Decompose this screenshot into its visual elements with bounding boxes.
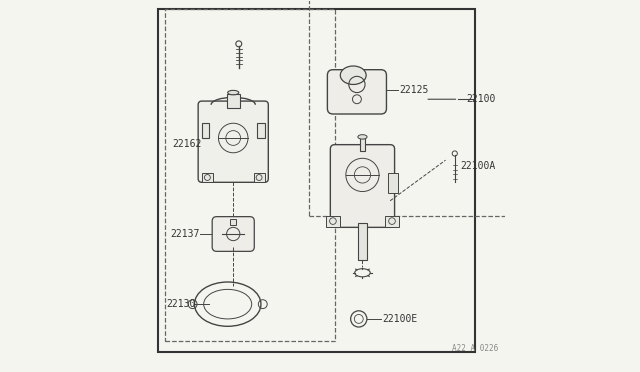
Bar <box>202 173 213 182</box>
Text: 22125: 22125 <box>399 85 429 95</box>
FancyBboxPatch shape <box>212 217 254 251</box>
Text: 22137: 22137 <box>170 229 200 239</box>
Bar <box>230 219 236 225</box>
Bar <box>257 123 264 138</box>
Ellipse shape <box>228 90 239 95</box>
Bar <box>360 138 365 151</box>
Ellipse shape <box>358 135 367 139</box>
Bar <box>309 0 597 215</box>
Text: 22100E: 22100E <box>382 314 417 324</box>
Text: 22100: 22100 <box>466 94 495 104</box>
Text: 22130: 22130 <box>167 299 196 309</box>
Text: A22 A 0226: A22 A 0226 <box>452 344 498 353</box>
FancyBboxPatch shape <box>330 145 395 227</box>
FancyBboxPatch shape <box>198 101 268 182</box>
Bar <box>388 173 398 193</box>
Bar <box>165 9 335 341</box>
Text: 22162: 22162 <box>172 138 202 148</box>
Bar <box>227 94 240 109</box>
Bar <box>253 173 264 182</box>
Text: 22100A: 22100A <box>460 161 495 171</box>
Bar <box>202 123 209 138</box>
Bar <box>326 215 340 227</box>
Bar <box>157 9 475 352</box>
Bar <box>385 215 399 227</box>
Ellipse shape <box>340 66 366 84</box>
Bar <box>358 223 367 260</box>
FancyBboxPatch shape <box>328 70 387 114</box>
